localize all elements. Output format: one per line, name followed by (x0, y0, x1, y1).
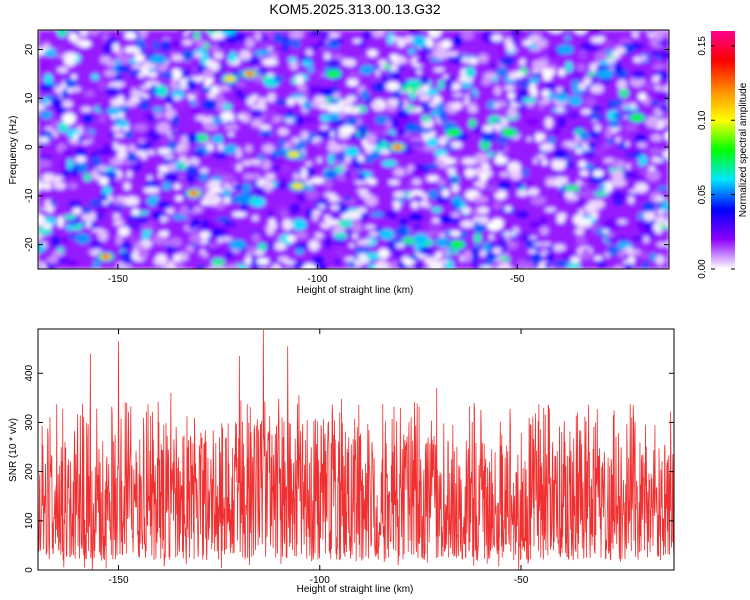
snr-x-ticks: -150 -100 -50 (108, 329, 529, 586)
y-tick-label: 300 (24, 414, 35, 431)
heatmap-y-ticks: 20 10 0 -10 -20 (24, 44, 669, 252)
heatmap-x-ticks: -150 -100 -50 (108, 30, 525, 285)
y-tick-label: 200 (24, 463, 35, 480)
heatmap-hotspot-core (288, 151, 300, 158)
heatmap-hotspot-core (630, 114, 645, 122)
heatmap-hotspot-core (393, 144, 402, 150)
heatmap-hotspot-core (245, 71, 254, 77)
colorbar-scale (711, 31, 735, 269)
heatmap-plot-area (38, 30, 669, 269)
colorbar-tick-label: 0.10 (697, 110, 708, 130)
y-tick-label: 0 (24, 144, 35, 150)
snr-plot-area (38, 329, 674, 570)
snr-y-axis-label: SNR (10 * v/v) (8, 418, 19, 482)
x-tick-label: -150 (108, 575, 128, 586)
x-tick-label: -100 (310, 575, 330, 586)
heatmap-image (38, 30, 669, 269)
snr-series-line (38, 329, 674, 570)
heatmap-hotspot-core (446, 128, 461, 137)
snr-x-axis-label: Height of straight line (km) (297, 584, 414, 595)
heatmap-hotspot-core (229, 239, 247, 250)
x-tick-label: -50 (514, 575, 529, 586)
y-tick-label: 400 (24, 364, 35, 381)
heatmap-hotspot-core (292, 183, 304, 190)
colorbar: 0.00 0.05 0.10 0.15 Normalized spectral amp… (697, 31, 749, 279)
snr-frame (37, 328, 675, 571)
heatmap-frame (37, 29, 670, 270)
x-tick-label: -50 (510, 274, 525, 285)
heatmap-hotspot-core (224, 75, 236, 82)
colorbar-tick-label: 0.15 (697, 36, 708, 56)
heatmap-x-axis-label: Height of straight line (km) (297, 285, 414, 296)
heatmap-hotspot-core (450, 240, 465, 249)
colorbar-label: Normalized spectral amplitude (738, 82, 749, 217)
heatmap-hotspot-core (149, 54, 167, 64)
heatmap-hotspot-core (101, 254, 110, 259)
colorbar-tick-label: 0.05 (697, 184, 708, 204)
figure-title: KOM5.2025.313.00.13.G32 (269, 1, 440, 17)
heatmap-hotspot-core (596, 69, 614, 79)
snr-panel: -150 -100 -50 0 100 200 300 400 Height of stra… (8, 328, 675, 595)
y-tick-label: 10 (24, 92, 35, 104)
snr-y-ticks: 0 100 200 300 400 (24, 364, 674, 573)
heatmap-panel: -150 -100 -50 20 10 0 -10 -20 Height of straig… (8, 29, 670, 296)
heatmap-hotspot-core (556, 44, 574, 55)
colorbar-tick-label: 0.00 (697, 259, 708, 279)
y-tick-label: -20 (24, 237, 35, 252)
y-tick-label: 0 (24, 567, 35, 573)
y-tick-label: -10 (24, 188, 35, 203)
y-tick-label: 20 (24, 44, 35, 56)
heatmap-hotspot-core (326, 70, 341, 78)
heatmap-hotspot-core (502, 128, 517, 137)
heatmap-hotspot-core (189, 191, 198, 196)
y-tick-label: 100 (24, 512, 35, 529)
colorbar-ticks: 0.00 0.05 0.10 0.15 (697, 36, 735, 279)
heatmap-y-axis-label: Frequency (Hz) (8, 116, 19, 185)
x-tick-label: -100 (308, 274, 328, 285)
x-tick-label: -150 (108, 274, 128, 285)
